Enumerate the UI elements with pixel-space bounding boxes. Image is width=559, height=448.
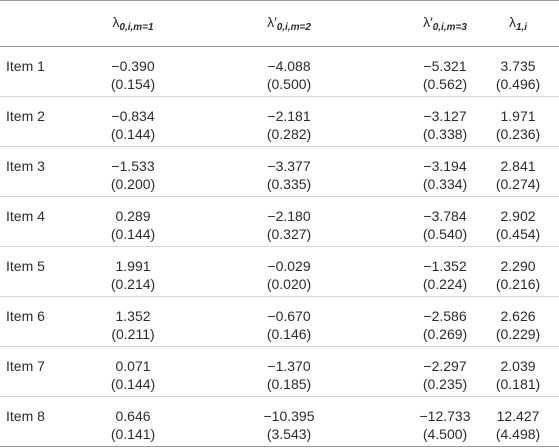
standard-error-value: (4.498) [495, 426, 541, 442]
estimate-value: −4.088 [267, 58, 311, 74]
estimate-value: −2.297 [423, 358, 467, 374]
column-header-symbol: λ′ [267, 14, 277, 30]
standard-error-value: (0.236) [495, 126, 541, 142]
estimate-value: −3.127 [423, 108, 467, 124]
estimate-value: −10.395 [263, 408, 315, 424]
standard-error-value: (0.500) [266, 76, 312, 92]
row-label: Item 7 [6, 358, 45, 374]
column-header-3: λ′0,i,m=3 [423, 14, 467, 33]
standard-error-value: (0.200) [110, 176, 156, 192]
column-header-2: λ′0,i,m=2 [267, 14, 311, 33]
standard-error-value: (0.144) [110, 126, 156, 142]
estimate-value: 2.039 [500, 358, 536, 374]
table-row: Item 6 1.352 (0.211) −0.670 (0.146) −2.586 (0.… [0, 297, 559, 347]
estimate-value: −0.834 [111, 108, 155, 124]
estimate-value: −2.180 [267, 208, 311, 224]
column-header-4: λ1,i [509, 14, 527, 33]
estimate-value: 2.290 [500, 258, 536, 274]
estimate-value: −1.370 [267, 358, 311, 374]
standard-error-value: (0.235) [422, 376, 468, 392]
standard-error-value: (0.454) [495, 226, 541, 242]
standard-error-value: (0.274) [495, 176, 541, 192]
standard-error-value: (4.500) [422, 426, 468, 442]
row-label: Item 3 [6, 158, 45, 174]
standard-error-value: (0.334) [422, 176, 468, 192]
standard-error-value: (3.543) [266, 426, 312, 442]
column-header-subscript: 0,i,m=3 [432, 22, 467, 33]
standard-error-value: (0.141) [110, 426, 156, 442]
column-header-subscript: 0,i,m=1 [119, 22, 154, 33]
standard-error-value: (0.338) [422, 126, 468, 142]
estimate-value: −0.029 [267, 258, 311, 274]
standard-error-value: (0.327) [266, 226, 312, 242]
row-label: Item 4 [6, 208, 45, 224]
estimate-value: −12.733 [419, 408, 471, 424]
standard-error-value: (0.224) [422, 276, 468, 292]
table-row: Item 2 −0.834 (0.144) −2.181 (0.282) −3.127 (0… [0, 97, 559, 147]
estimate-value: 3.735 [500, 58, 536, 74]
standard-error-value: (0.216) [495, 276, 541, 292]
estimate-value: −1.352 [423, 258, 467, 274]
estimate-value: −2.181 [267, 108, 311, 124]
estimate-value: −0.670 [267, 308, 311, 324]
estimate-value: −2.586 [423, 308, 467, 324]
row-label: Item 5 [6, 258, 45, 274]
estimate-value: −3.194 [423, 158, 467, 174]
estimate-value: −1.533 [111, 158, 155, 174]
column-header-symbol: λ [112, 14, 120, 30]
estimate-value: 2.902 [500, 208, 536, 224]
table-row: Item 3 −1.533 (0.200) −3.377 (0.335) −3.194 (0… [0, 147, 559, 197]
standard-error-value: (0.496) [495, 76, 541, 92]
row-label: Item 8 [6, 408, 45, 424]
standard-error-value: (0.269) [422, 326, 468, 342]
column-header-1: λ0,i,m=1 [112, 14, 153, 33]
standard-error-value: (0.154) [110, 76, 156, 92]
column-header-subscript: 0,i,m=2 [276, 22, 311, 33]
standard-error-value: (0.181) [495, 376, 541, 392]
table-row: Item 5 1.991 (0.214) −0.029 (0.020) −1.352 (0.… [0, 247, 559, 297]
estimate-value: 1.352 [115, 308, 151, 324]
column-header-symbol: λ [508, 14, 516, 30]
standard-error-value: (0.335) [266, 176, 312, 192]
standard-error-value: (0.144) [110, 376, 156, 392]
standard-error-value: (0.562) [422, 76, 468, 92]
table-header: λ0,i,m=1 λ′0,i,m=2 λ′0,i,m=3 λ1,i [0, 0, 559, 47]
standard-error-value: (0.540) [422, 226, 468, 242]
estimate-value: 0.071 [115, 358, 151, 374]
estimate-value: 2.626 [500, 308, 536, 324]
standard-error-value: (0.020) [266, 276, 312, 292]
estimate-value: −5.321 [423, 58, 467, 74]
column-header-symbol: λ′ [423, 14, 433, 30]
standard-error-value: (0.146) [266, 326, 312, 342]
estimate-value: 0.646 [115, 408, 151, 424]
table-row: Item 1 −0.390 (0.154) −4.088 (0.500) −5.321 (0… [0, 47, 559, 97]
estimate-value: −3.784 [423, 208, 467, 224]
estimate-value: −0.390 [111, 58, 155, 74]
estimate-value: 1.971 [500, 108, 536, 124]
row-label: Item 2 [6, 108, 45, 124]
row-label: Item 6 [6, 308, 45, 324]
column-header-subscript: 1,i [515, 22, 528, 33]
row-label: Item 1 [6, 58, 45, 74]
estimate-value: 2.841 [500, 158, 536, 174]
standard-error-value: (0.229) [495, 326, 541, 342]
standard-error-value: (0.211) [111, 326, 155, 342]
table-row: Item 8 0.646 (0.141) −10.395 (3.543) −12.733 (… [0, 397, 559, 447]
standard-error-value: (0.144) [110, 226, 156, 242]
standard-error-value: (0.282) [266, 126, 312, 142]
estimate-value: 1.991 [115, 258, 151, 274]
estimate-value: −3.377 [267, 158, 311, 174]
standard-error-value: (0.214) [110, 276, 156, 292]
standard-error-value: (0.185) [266, 376, 312, 392]
estimate-value: 12.427 [496, 408, 540, 424]
table-row: Item 4 0.289 (0.144) −2.180 (0.327) −3.784 (0.… [0, 197, 559, 247]
estimate-value: 0.289 [115, 208, 151, 224]
table-row: Item 7 0.071 (0.144) −1.370 (0.185) −2.297 (0.… [0, 347, 559, 397]
